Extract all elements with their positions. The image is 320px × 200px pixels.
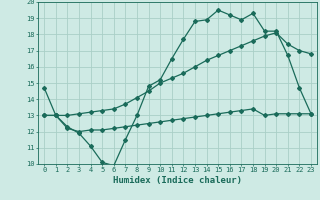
- X-axis label: Humidex (Indice chaleur): Humidex (Indice chaleur): [113, 176, 242, 185]
